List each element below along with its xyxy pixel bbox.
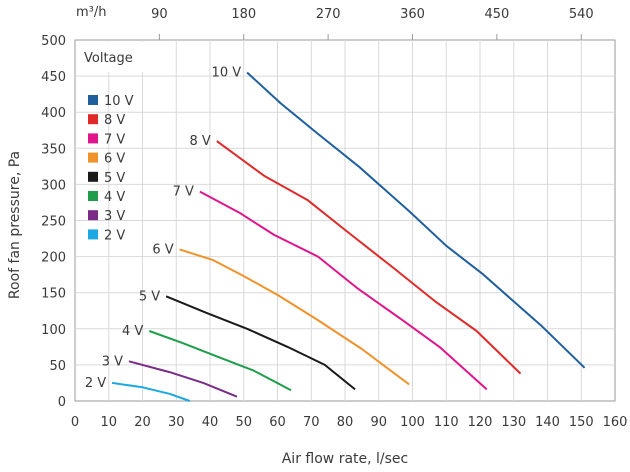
series-line (148, 330, 292, 392)
legend-swatch (88, 171, 98, 182)
legend: 10 V 8 V 7 V 6 V 5 V 4 V 3 V 2 V (88, 94, 134, 243)
series-line (111, 381, 191, 402)
y-tick-label: 300 (41, 178, 66, 193)
series-line (179, 248, 410, 386)
curve-label: 8 V (189, 134, 210, 149)
curve-label: 6 V (152, 242, 173, 257)
x-tick-label: 20 (134, 415, 151, 430)
legend-title: Voltage (84, 51, 133, 66)
top-tick-label: 270 (316, 7, 341, 22)
curve-labels: 10 V 8 V 7 V 6 V 5 V 4 V 3 V 2 V (85, 65, 241, 390)
curve-label: 4 V (122, 324, 143, 339)
y-tick-label: 200 (41, 251, 66, 266)
curve-label: 10 V (212, 65, 242, 80)
x-tick-label: 60 (269, 415, 286, 430)
x-tick-label: 140 (535, 415, 560, 430)
x-tick-label: 110 (434, 415, 459, 430)
x-tick-label: 150 (569, 415, 594, 430)
y-tick-label: 250 (41, 215, 66, 230)
legend-label: 7 V (104, 132, 125, 147)
x-tick-label: 120 (468, 415, 493, 430)
x-tick-label: 50 (235, 415, 252, 430)
series-line (128, 360, 238, 398)
x-tick-label: 160 (603, 415, 628, 430)
top-tick-label: 90 (151, 7, 168, 22)
legend-swatch (88, 95, 98, 105)
legend-swatch (88, 210, 98, 221)
y-axis-title: Roof fan pressure, Pa (7, 151, 23, 299)
x-tick-labels: 0 10 20 30 40 50 60 70 80 90 100 110 120 130 140 150 160 (71, 415, 628, 430)
y-tick-label: 150 (41, 287, 66, 302)
x-tick-label: 40 (202, 415, 219, 430)
top-axis-unit: m³/h (76, 5, 107, 20)
legend-label: 3 V (104, 209, 125, 224)
x-tick-label: 0 (71, 415, 79, 430)
legend-swatch (88, 229, 98, 240)
curve-label: 2 V (85, 376, 106, 391)
legend-swatch (88, 191, 98, 201)
x-tick-label: 10 (100, 415, 117, 430)
y-tick-label: 100 (41, 323, 66, 338)
curve-label: 3 V (102, 354, 123, 369)
curve-label: 5 V (139, 289, 160, 304)
legend-label: 6 V (104, 152, 125, 167)
top-tick-labels: 90 180 270 360 450 540 (151, 7, 594, 40)
legend-label: 4 V (104, 190, 125, 205)
curve-label: 7 V (173, 185, 194, 200)
legend-label: 8 V (104, 113, 125, 128)
x-axis-title: Air flow rate, l/sec (282, 451, 409, 467)
y-tick-label: 400 (41, 106, 66, 121)
grid (75, 40, 615, 401)
x-tick-label: 90 (370, 415, 387, 430)
y-tick-label: 50 (49, 359, 66, 374)
top-tick-label: 540 (569, 7, 594, 22)
top-tick-label: 360 (400, 7, 425, 22)
y-tick-label: 500 (41, 34, 66, 49)
y-tick-label: 350 (41, 142, 66, 157)
series-line (216, 140, 522, 375)
legend-swatch (88, 114, 98, 125)
x-tick-label: 100 (400, 415, 425, 430)
legend-swatch (88, 133, 98, 144)
series-line (199, 190, 488, 391)
y-tick-labels: 0 50 100 150 200 250 300 350 400 450 500 (41, 34, 66, 410)
x-tick-label: 30 (168, 415, 185, 430)
legend-label: 10 V (104, 94, 134, 109)
series-line (165, 295, 356, 391)
x-tick-label: 70 (303, 415, 320, 430)
x-tick-label: 130 (501, 415, 526, 430)
top-tick-label: 180 (231, 7, 256, 22)
series-line (246, 71, 586, 369)
series-lines (111, 71, 586, 402)
x-tick-label: 80 (337, 415, 354, 430)
legend-box (77, 42, 143, 72)
y-tick-label: 0 (58, 395, 66, 410)
legend-label: 5 V (104, 171, 125, 186)
top-tick-label: 450 (484, 7, 509, 22)
legend-label: 2 V (104, 228, 125, 243)
legend-swatch (88, 152, 98, 163)
y-tick-label: 450 (41, 70, 66, 85)
